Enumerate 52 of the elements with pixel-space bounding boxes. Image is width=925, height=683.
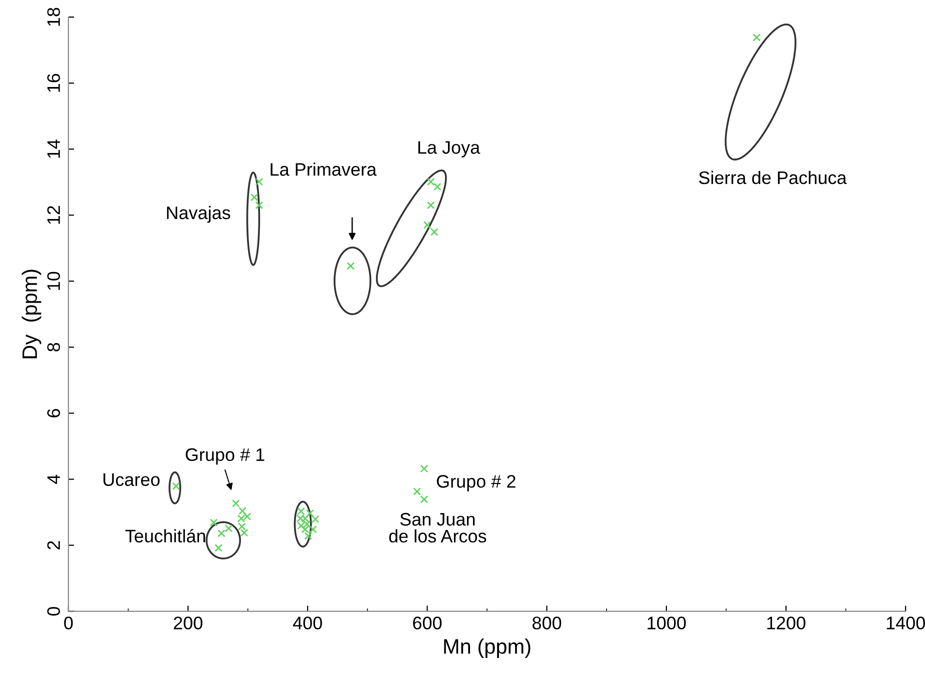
x-tick-label: 400 (292, 616, 322, 630)
y-tick-label: 6 (47, 408, 60, 418)
point (250, 193, 258, 202)
point (413, 488, 422, 496)
point (426, 201, 435, 210)
y-axis-title: Dy (ppm) (22, 270, 42, 358)
point (420, 464, 428, 473)
point (346, 262, 355, 270)
annotation: Sierra de Pachuca (699, 170, 847, 184)
y-tick-label: 4 (47, 474, 60, 484)
annotation: Ucareo (104, 473, 160, 486)
x-tick-label: 200 (174, 616, 202, 630)
point (214, 544, 222, 552)
annotation: Grupo # 1 (186, 448, 264, 465)
x-tick-label: 600 (413, 616, 442, 630)
point (218, 529, 226, 538)
y-tick-label: 0 (47, 606, 60, 616)
point (240, 528, 248, 537)
point (255, 178, 264, 186)
point (420, 495, 428, 504)
point (433, 182, 442, 191)
point (210, 518, 218, 526)
y-tick-label: 12 (47, 206, 60, 224)
point (224, 524, 233, 532)
point (238, 506, 246, 515)
point (304, 532, 312, 540)
y-tick-label: 14 (47, 140, 60, 158)
y-tick-label: 8 (47, 342, 60, 352)
point (426, 178, 435, 186)
x-tick-label: 0 (64, 616, 73, 630)
point (423, 221, 432, 229)
x-tick-label: 1000 (648, 616, 686, 630)
y-tick-label: 16 (47, 74, 60, 92)
point (752, 34, 761, 42)
annotation: Navajas (167, 206, 230, 223)
y-tick-label: 18 (47, 8, 60, 26)
point (430, 228, 438, 236)
x-tick-label: 800 (532, 616, 562, 630)
y-tick-label: 10 (47, 272, 60, 290)
annotation: San Juan de los Arcos (389, 512, 486, 543)
annotation: Grupo # 2 (436, 474, 516, 492)
point (238, 522, 246, 530)
x-tick-label: 1200 (767, 616, 806, 630)
y-tick-label: 2 (47, 541, 60, 550)
point (255, 201, 264, 210)
annotation: La Joya (418, 141, 480, 158)
annotation: La Primavera (270, 162, 377, 176)
x-axis-title: Mn (ppm) (444, 638, 530, 658)
annotation: Teuchitlán (125, 528, 206, 542)
point (311, 515, 320, 524)
point (232, 499, 240, 508)
x-tick-label: 1400 (886, 616, 925, 630)
